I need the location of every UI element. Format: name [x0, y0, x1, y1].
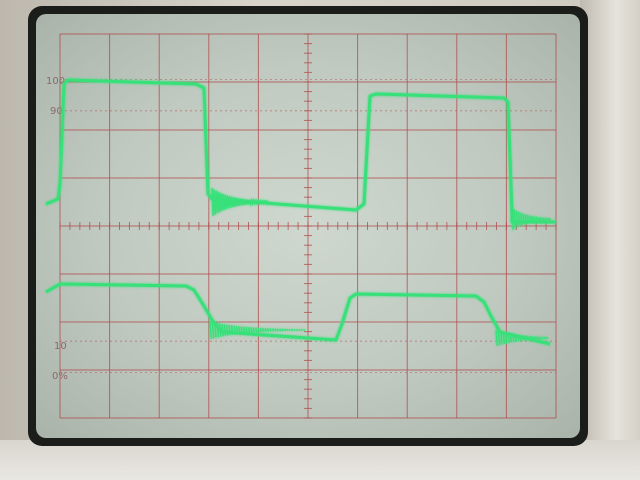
waveform-display: 100 90 10 0%: [45, 33, 557, 419]
oscilloscope-bezel-right: [580, 0, 640, 480]
oscilloscope-bezel-bottom: [0, 440, 640, 480]
graticule-label-0-percent: 0%: [52, 371, 68, 382]
graticule-label-100: 100: [46, 76, 65, 87]
trace-channel-1: [45, 78, 556, 224]
trace-channel-1-ringing: [211, 187, 552, 231]
crt-screen: 100 90 10 0%: [36, 14, 580, 438]
trace-channel-2-ringing: [209, 320, 549, 347]
graticule-grid: [59, 33, 557, 419]
trace-channel-2: [45, 282, 551, 346]
graticule-label-10: 10: [54, 341, 67, 352]
graticule-label-90: 90: [50, 106, 63, 117]
